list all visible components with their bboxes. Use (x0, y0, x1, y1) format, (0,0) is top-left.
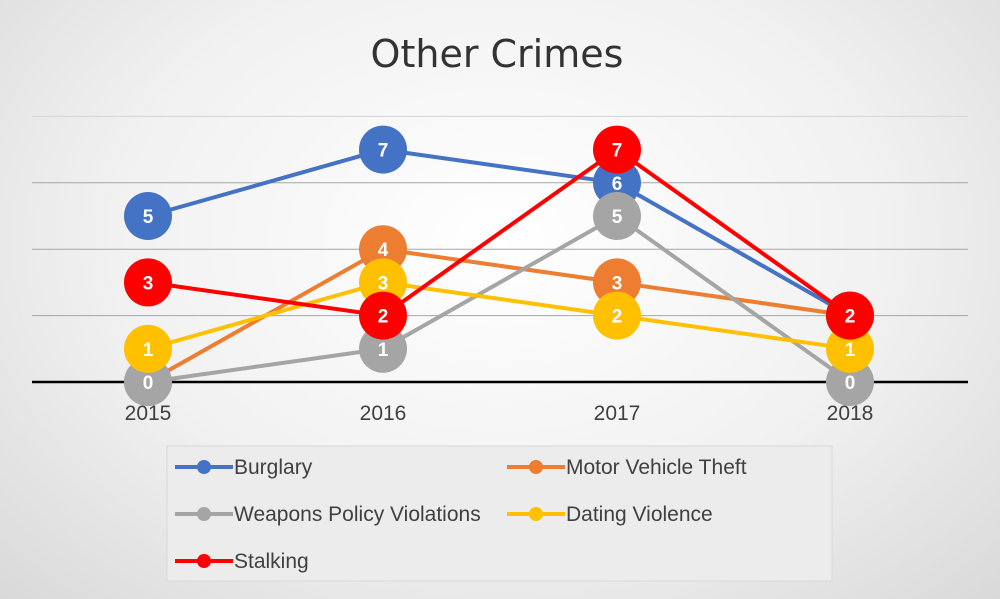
data-label: 7 (378, 141, 389, 162)
data-point (826, 358, 874, 406)
data-point (124, 324, 172, 373)
data-label: 2 (845, 307, 856, 328)
x-axis: 2015 2016 2017 2018 (32, 380, 968, 425)
data-point (124, 358, 172, 406)
data-label: 0 (845, 373, 856, 394)
legend-item: Dating Violence (507, 503, 713, 526)
series-weapons-policy-violations (147, 214, 852, 384)
series-layer (147, 147, 852, 384)
legend-item: Burglary (175, 456, 313, 479)
series-stalking (147, 147, 852, 318)
series-line (147, 147, 851, 318)
data-point (593, 291, 641, 340)
legend-label: Burglary (234, 456, 313, 479)
series-dating-violence (147, 280, 851, 351)
data-label: 0 (143, 373, 154, 394)
data-point (593, 258, 641, 307)
data-point (593, 125, 641, 174)
data-labels: 57620432015013213272 (124, 125, 874, 406)
series-line (147, 147, 852, 318)
data-label: 3 (378, 273, 389, 294)
data-label: 1 (143, 340, 154, 361)
series-line (147, 214, 852, 384)
gridlines (32, 115, 968, 317)
legend-marker (197, 507, 211, 521)
data-label: 1 (378, 340, 389, 361)
data-point (359, 125, 407, 174)
x-tick-label: 2015 (125, 402, 172, 425)
legend-marker (529, 507, 543, 521)
data-point (359, 258, 407, 307)
data-point (124, 258, 172, 307)
data-label: 5 (143, 207, 154, 228)
legend-box (166, 445, 833, 582)
data-label: 3 (143, 273, 154, 294)
legend-item: Weapons Policy Violations (175, 503, 481, 526)
data-label: 3 (612, 273, 623, 294)
data-label: 2 (378, 307, 389, 328)
legend: Burglary Motor Vehicle Theft Weapons Polic… (166, 445, 833, 582)
data-point (826, 291, 874, 340)
data-label: 2 (612, 307, 623, 328)
legend-marker (197, 554, 211, 568)
legend-item: Motor Vehicle Theft (507, 456, 747, 479)
chart-title: Other Crimes (371, 32, 624, 76)
data-point (593, 158, 641, 207)
legend-marker (529, 460, 543, 474)
series-line (147, 280, 851, 351)
legend-label: Weapons Policy Violations (234, 503, 481, 526)
data-label: 1 (845, 340, 856, 361)
legend-label: Motor Vehicle Theft (566, 456, 747, 479)
data-point (593, 192, 641, 240)
x-tick-label: 2016 (360, 402, 407, 425)
data-point (826, 324, 874, 373)
data-label: 5 (612, 207, 623, 228)
data-point (359, 291, 407, 340)
x-tick-label: 2018 (827, 402, 874, 425)
legend-item: Stalking (175, 550, 309, 573)
legend-label: Dating Violence (566, 503, 713, 526)
data-label: 4 (378, 240, 389, 261)
legend-marker (197, 460, 211, 474)
data-label: 6 (612, 174, 623, 195)
data-point (359, 324, 407, 373)
data-label: 7 (612, 141, 623, 162)
series-burglary (147, 147, 851, 318)
x-tick-label: 2017 (594, 402, 641, 425)
legend-label: Stalking (234, 550, 309, 573)
data-point (359, 225, 407, 274)
data-point (124, 192, 172, 240)
